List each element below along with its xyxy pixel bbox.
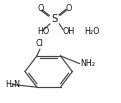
Text: NH₂: NH₂ xyxy=(81,59,96,68)
Text: H₂N: H₂N xyxy=(5,80,20,89)
Text: HO: HO xyxy=(37,27,49,36)
Text: O: O xyxy=(66,4,72,13)
Text: OH: OH xyxy=(63,27,75,36)
Text: H₂O: H₂O xyxy=(84,27,100,36)
Text: O: O xyxy=(37,4,44,13)
Text: Cl: Cl xyxy=(35,39,43,49)
Text: S: S xyxy=(51,14,58,24)
